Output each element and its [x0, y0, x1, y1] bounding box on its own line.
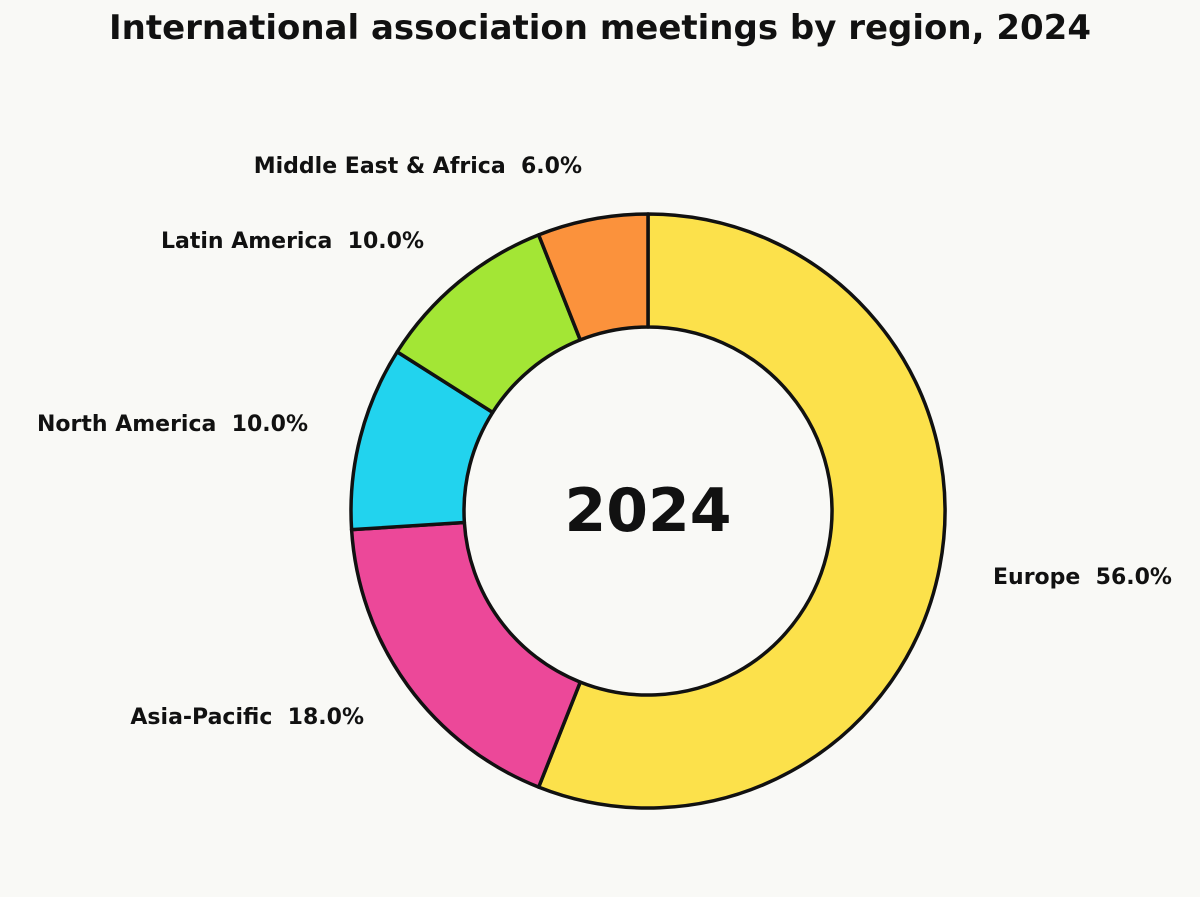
slice-label: Europe 56.0%: [993, 565, 1172, 590]
slice-europe: [536, 212, 947, 810]
chart-title: International association meetings by re…: [109, 8, 1091, 48]
center-label: 2024: [565, 476, 732, 546]
slice-middle-east-africa: [536, 212, 650, 342]
slice-label: Middle East & Africa 6.0%: [254, 154, 582, 179]
slice-label: Latin America 10.0%: [161, 229, 424, 254]
slice-asia-pacific: [349, 520, 583, 789]
slice-label: North America 10.0%: [37, 412, 308, 437]
slice-label: Asia-Pacific 18.0%: [130, 705, 364, 730]
